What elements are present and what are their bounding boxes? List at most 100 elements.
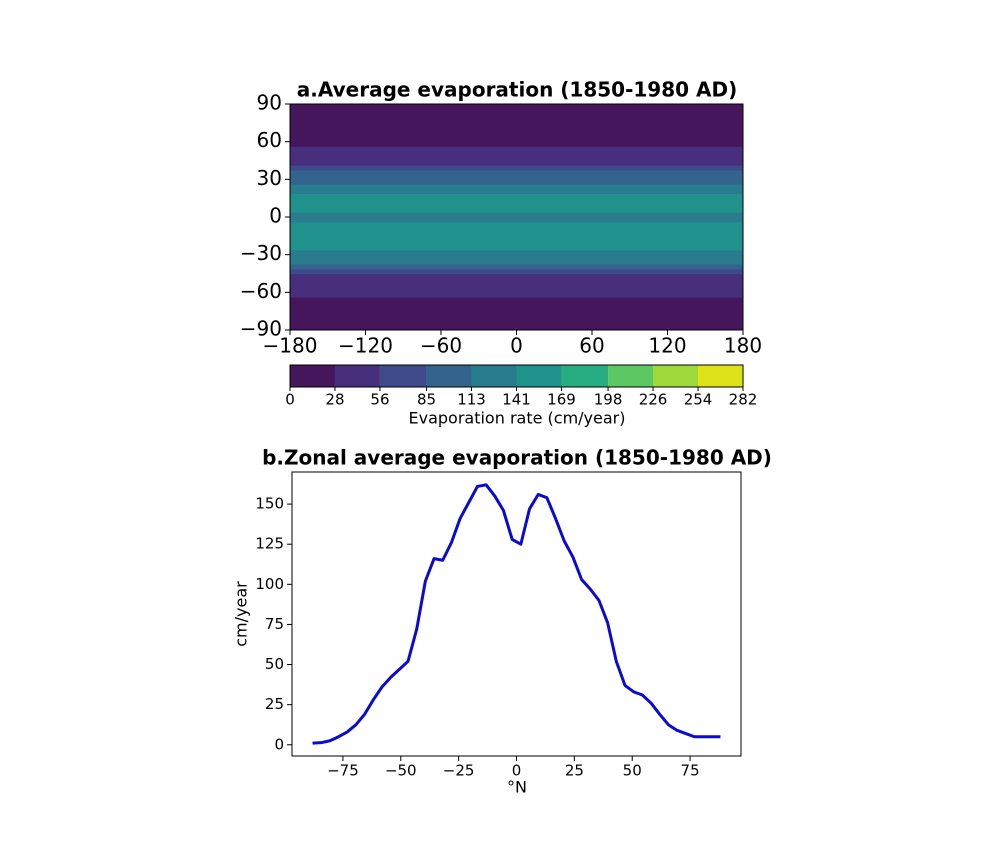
- colorbar-tick-label: 198: [594, 391, 623, 409]
- y-tick-label: −30: [240, 241, 282, 265]
- colorbar-tick-label: 56: [370, 391, 389, 409]
- colorbar-segment: [561, 365, 609, 387]
- map-band: [290, 169, 743, 176]
- x-tick-label: 180: [724, 334, 762, 358]
- map-band: [290, 141, 743, 147]
- colorbar-segment: [653, 365, 699, 387]
- map-band: [290, 245, 743, 251]
- map-band: [290, 301, 743, 307]
- line-title: b.Zonal average evaporation (1850-1980 A…: [262, 446, 772, 470]
- map-band: [290, 136, 743, 143]
- map-band: [290, 122, 743, 129]
- map-band: [290, 193, 743, 199]
- colorbar-segment: [608, 365, 654, 387]
- map-title: a.Average evaporation (1850-1980 AD): [297, 78, 738, 102]
- map-band: [290, 297, 743, 303]
- map-band: [290, 151, 743, 157]
- map-band: [290, 132, 743, 138]
- colorbar-tick-label: 282: [729, 391, 758, 409]
- y-tick-label: −60: [240, 279, 282, 303]
- y-tick-label: 50: [265, 655, 284, 673]
- map-band: [290, 311, 743, 317]
- y-tick-label: 0: [274, 735, 284, 753]
- map-band: [290, 240, 743, 246]
- y-tick-label: 30: [257, 166, 282, 190]
- colorbar-segment: [516, 365, 562, 387]
- x-tick-label: 50: [623, 762, 642, 780]
- x-tick-label: 0: [510, 334, 523, 358]
- colorbar-tick-label: 254: [684, 391, 713, 409]
- map-band: [290, 188, 743, 194]
- x-tick-label: −180: [263, 334, 318, 358]
- y-tick-label: −90: [240, 317, 282, 341]
- map-band: [290, 221, 743, 227]
- colorbar-tick-label: 28: [325, 391, 344, 409]
- map-band: [290, 249, 743, 256]
- y-tick-label: 90: [257, 91, 282, 115]
- map-band: [290, 292, 743, 298]
- map-band: [290, 278, 743, 284]
- map-band: [290, 231, 743, 237]
- colorbar-segment: [426, 365, 472, 387]
- map-band: [290, 184, 743, 190]
- colorbar-tick-label: 113: [457, 391, 486, 409]
- map-band: [290, 235, 743, 242]
- y-tick-label: 100: [255, 575, 284, 593]
- map-band: [290, 320, 743, 326]
- map-band: [290, 202, 743, 209]
- map-band: [290, 282, 743, 289]
- x-tick-label: −75: [327, 762, 359, 780]
- colorbar-tick-label: 141: [502, 391, 531, 409]
- y-tick-label: 0: [269, 204, 282, 228]
- colorbar-tick-label: 169: [547, 391, 576, 409]
- colorbar-segment: [379, 365, 427, 387]
- map-band: [290, 212, 743, 218]
- map-band: [290, 146, 743, 152]
- x-tick-label: −120: [338, 334, 393, 358]
- colorbar-tick-label: 226: [639, 391, 668, 409]
- y-tick-label: 75: [265, 615, 284, 633]
- colorbar-segment: [471, 365, 517, 387]
- line: [312, 483, 721, 745]
- map-band: [290, 268, 743, 274]
- map-band: [290, 155, 743, 161]
- map-band: [290, 226, 743, 232]
- map-band: [290, 104, 743, 110]
- x-tick-label: −25: [443, 762, 475, 780]
- map-band: [290, 273, 743, 279]
- map-band: [290, 108, 743, 114]
- map-band: [290, 118, 743, 124]
- colorbar-segment: [698, 365, 743, 387]
- map-band: [290, 315, 743, 322]
- map-band: [290, 259, 743, 265]
- y-tick-label: 150: [255, 495, 284, 513]
- map-band: [290, 217, 743, 223]
- x-axis-label: °N: [507, 778, 527, 797]
- colorbar-tick-label: 85: [417, 391, 436, 409]
- map-band: [290, 160, 743, 166]
- map-band: [290, 254, 743, 260]
- x-tick-label: 120: [648, 334, 686, 358]
- x-tick-label: 75: [681, 762, 700, 780]
- y-axis-label: cm/year: [232, 581, 251, 647]
- y-tick-label: 25: [265, 695, 284, 713]
- map-band: [290, 174, 743, 180]
- map-band: [290, 165, 743, 171]
- colorbar-segment: [334, 365, 380, 387]
- colorbar-segment: [290, 365, 335, 387]
- map-band: [290, 264, 743, 270]
- map-band: [290, 287, 743, 293]
- map-band: [290, 325, 743, 331]
- map-band: [290, 198, 743, 204]
- map-band: [290, 179, 743, 185]
- x-tick-label: −50: [385, 762, 417, 780]
- x-tick-label: −60: [420, 334, 462, 358]
- y-tick-label: 125: [255, 535, 284, 553]
- x-tick-label: 0: [512, 762, 522, 780]
- x-tick-label: 60: [579, 334, 604, 358]
- colorbar-label: Evaporation rate (cm/year): [409, 409, 626, 428]
- x-tick-label: 25: [565, 762, 584, 780]
- map-band: [290, 306, 743, 312]
- colorbar-tick-label: 0: [285, 391, 295, 409]
